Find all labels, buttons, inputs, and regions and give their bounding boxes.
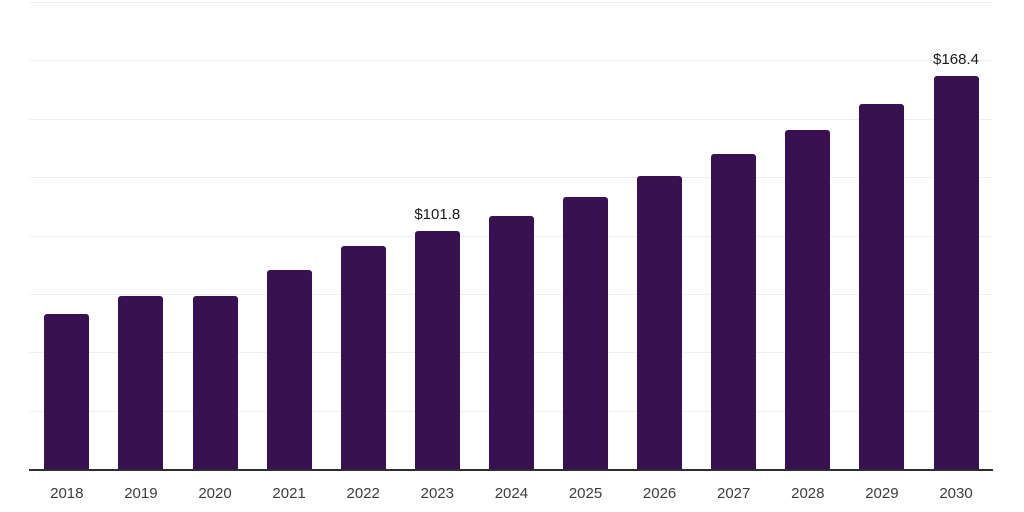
x-axis-line <box>29 469 993 471</box>
x-axis-label-2028: 2028 <box>791 485 825 502</box>
value-label-2023: $101.8 <box>414 206 461 224</box>
x-axis-label-2029: 2029 <box>865 485 899 502</box>
x-axis-label-2019: 2019 <box>124 485 158 502</box>
x-axis-label-2018: 2018 <box>50 485 84 502</box>
gridline <box>29 119 993 120</box>
x-axis-label-2027: 2027 <box>717 485 751 502</box>
x-axis-label-2026: 2026 <box>642 485 677 502</box>
bar-2018 <box>44 313 90 469</box>
gridline <box>29 177 993 178</box>
bar-2027 <box>711 154 757 469</box>
bar-2025 <box>563 197 608 469</box>
x-axis-label-2020: 2020 <box>198 485 232 502</box>
gridline <box>29 2 993 3</box>
x-axis-label-2022: 2022 <box>346 485 380 502</box>
gridline <box>29 60 993 61</box>
x-axis-label-2021: 2021 <box>272 485 306 502</box>
bar-2024 <box>488 216 534 469</box>
bar-2020 <box>192 295 238 469</box>
bar-2019 <box>118 295 164 469</box>
bar-2028 <box>785 130 831 469</box>
bar-2026 <box>637 176 683 469</box>
bar-2030 <box>933 75 979 469</box>
bar-2021 <box>266 270 312 469</box>
bar-2023 <box>414 231 460 469</box>
x-axis-label-2023: 2023 <box>420 485 454 502</box>
bar-2029 <box>859 104 905 469</box>
value-label-2030: $168.4 <box>933 50 979 68</box>
x-axis-label-2030: 2030 <box>939 485 973 502</box>
x-axis-label-2025: 2025 <box>568 485 603 502</box>
x-axis-label-2024: 2024 <box>494 485 529 502</box>
bar-2022 <box>340 246 386 469</box>
